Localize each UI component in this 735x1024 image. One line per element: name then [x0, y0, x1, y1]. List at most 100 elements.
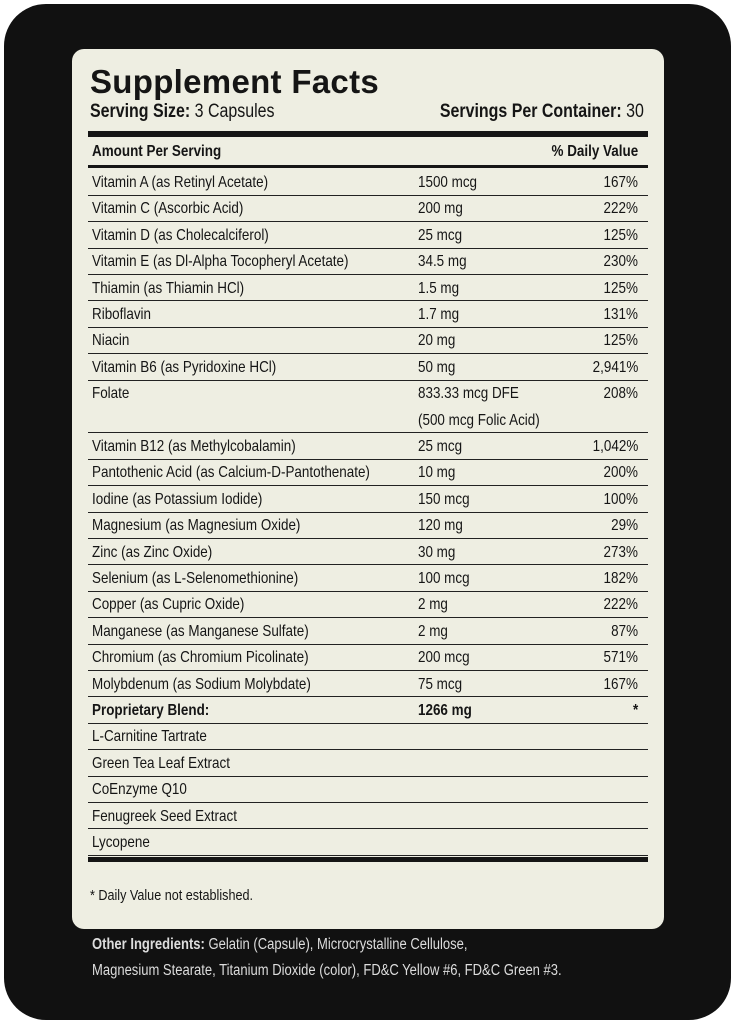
nutrient-name: Vitamin A (as Retinyl Acetate) [92, 174, 302, 192]
row: Molybdenum (as Sodium Molybdate) 75 mcg 16… [88, 672, 648, 698]
daily-value-text: 131% [603, 306, 638, 323]
amount: 200 mg [418, 200, 471, 218]
amount-text: 1500 mcg [418, 174, 478, 191]
row: Pantothenic Acid (as Calcium-D-Pantothen… [88, 460, 648, 487]
daily-value: 200% [597, 464, 638, 482]
nutrient-name: Selenium (as L-Selenomethionine) [92, 570, 337, 588]
thick-rule [88, 857, 648, 863]
nutrient-name: Iodine (as Potassium Iodide) [92, 491, 295, 509]
nutrient-name-text: Vitamin D (as Cholecalciferol) [92, 226, 269, 244]
daily-value: 2,941% [584, 359, 638, 377]
nutrient-name-text: L-Carnitine Tartrate [92, 728, 207, 746]
nutrient-name: Thiamin (as Thiamin HCl) [92, 280, 273, 298]
label-card: Supplement Facts Serving Size: 3 Capsule… [4, 4, 731, 1020]
nutrient-name: Manganese (as Manganese Sulfate) [92, 623, 350, 641]
daily-value: 208% [597, 385, 638, 403]
row: Thiamin (as Thiamin HCl) 1.5 mg 125% [88, 276, 648, 302]
nutrient-name: Niacin [92, 332, 136, 350]
daily-value-text: 222% [603, 596, 638, 614]
text: Magnesium Stearate, Titanium Dioxide (co… [92, 962, 562, 979]
amount-text: 120 mg [418, 517, 463, 535]
nutrient-name-text: Copper (as Cupric Oxide) [92, 596, 245, 614]
daily-value: 125% [597, 280, 638, 298]
row: Riboflavin 1.7 mg 131% [88, 302, 648, 328]
daily-value: 182% [597, 570, 638, 588]
amount: 150 mcg [418, 491, 479, 509]
row: Proprietary Blend: 1266 mg * [88, 698, 648, 724]
serving-size: Serving Size: 3 Capsules [90, 101, 310, 123]
amount: 833.33 mcg DFE [418, 385, 538, 403]
nutrient-name: Riboflavin [92, 306, 162, 324]
nutrient-name: Fenugreek Seed Extract [92, 808, 265, 826]
row: Copper (as Cupric Oxide) 2 mg 222% [88, 592, 648, 619]
nutrient-name: Zinc (as Zinc Oxide) [92, 544, 235, 562]
amount-text: 1266 mg [418, 702, 472, 719]
amount-text: 20 mg [418, 332, 456, 350]
amount: 10 mg [418, 464, 462, 482]
amount-text: 1.7 mg [418, 306, 460, 323]
nutrient-name: Copper (as Cupric Oxide) [92, 596, 273, 614]
amount: 25 mcg [418, 438, 470, 456]
daily-value: 87% [606, 623, 638, 641]
value: 3 Capsules [194, 101, 275, 122]
nutrient-name: Folate [92, 385, 136, 403]
nutrient-name: Pantothenic Acid (as Calcium-D-Pantothen… [92, 464, 423, 482]
amount-text: 100 mcg [418, 570, 470, 587]
amount-text: 150 mcg [418, 490, 470, 508]
amount-text: 50 mg [418, 358, 456, 376]
daily-value-text: 1,042% [592, 438, 638, 455]
row: Chromium (as Chromium Picolinate) 200 mcg… [88, 645, 648, 672]
nutrient-name: Lycopene [92, 834, 161, 852]
amount: 200 mcg [418, 649, 479, 667]
daily-value-text: 167% [603, 174, 638, 191]
amount-text: 25 mcg [418, 438, 463, 455]
label: Serving Size: [90, 101, 191, 122]
nutrient-name: Chromium (as Chromium Picolinate) [92, 649, 350, 667]
daily-value: 222% [597, 200, 638, 218]
nutrient-name: Green Tea Leaf Extract [92, 755, 256, 773]
nutrient-name: Vitamin C (Ascorbic Acid) [92, 200, 272, 218]
daily-value: 273% [597, 544, 638, 562]
daily-value: 125% [597, 227, 638, 245]
amount-text: 30 mg [418, 543, 456, 561]
daily-value: 167% [597, 676, 638, 694]
row: Vitamin C (Ascorbic Acid) 200 mg 222% [88, 196, 648, 223]
nutrient-name-text: CoEnzyme Q10 [92, 781, 187, 799]
daily-value: 571% [597, 649, 638, 667]
label: Servings Per Container: [439, 101, 622, 122]
amount: 2 mg [418, 623, 454, 641]
title: Supplement Facts [90, 63, 380, 100]
amount-text: 1.5 mg [418, 279, 460, 297]
nutrient-name-text: Lycopene [92, 834, 150, 851]
daily-value-text: 125% [603, 332, 638, 350]
row: Fenugreek Seed Extract [88, 804, 648, 830]
nutrient-name: CoEnzyme Q10 [92, 781, 205, 799]
amount-text: 200 mg [418, 200, 463, 218]
nutrient-name-text: Zinc (as Zinc Oxide) [92, 543, 213, 561]
amount: 50 mg [418, 359, 462, 377]
amount: 20 mg [418, 332, 462, 350]
amount: 100 mcg [418, 570, 479, 588]
header: % Daily Value [535, 143, 638, 161]
daily-value-text: 208% [603, 385, 638, 403]
daily-value: 167% [597, 174, 638, 192]
servings-per-container: Servings Per Container: 30 [401, 101, 644, 123]
nutrient-name-text: Vitamin B6 (as Pyridoxine HCl) [92, 358, 277, 376]
text: Gelatin (Capsule), Microcrystalline Cell… [208, 936, 468, 953]
nutrient-name-text: Molybdenum (as Sodium Molybdate) [92, 675, 311, 693]
header-text: Amount Per Serving [92, 143, 222, 160]
row: Manganese (as Manganese Sulfate) 2 mg 87% [88, 619, 648, 645]
amount: 75 mcg [418, 676, 470, 694]
row: Vitamin B12 (as Methylcobalamin) 25 mcg 1,… [88, 434, 648, 460]
facts-panel: Supplement Facts Serving Size: 3 Capsule… [72, 49, 664, 929]
row: Vitamin D (as Cholecalciferol) 25 mcg 125% [88, 223, 648, 249]
nutrient-name: Molybdenum (as Sodium Molybdate) [92, 676, 353, 694]
amount: 1266 mg [418, 702, 482, 720]
amount: 25 mcg [418, 227, 470, 245]
amount-text: 75 mcg [418, 675, 463, 693]
amount: 34.5 mg [418, 253, 476, 271]
daily-value-text: 125% [603, 226, 638, 244]
amount: 1500 mcg [418, 174, 488, 192]
daily-value: 1,042% [584, 438, 638, 456]
thick-rule [88, 131, 648, 137]
